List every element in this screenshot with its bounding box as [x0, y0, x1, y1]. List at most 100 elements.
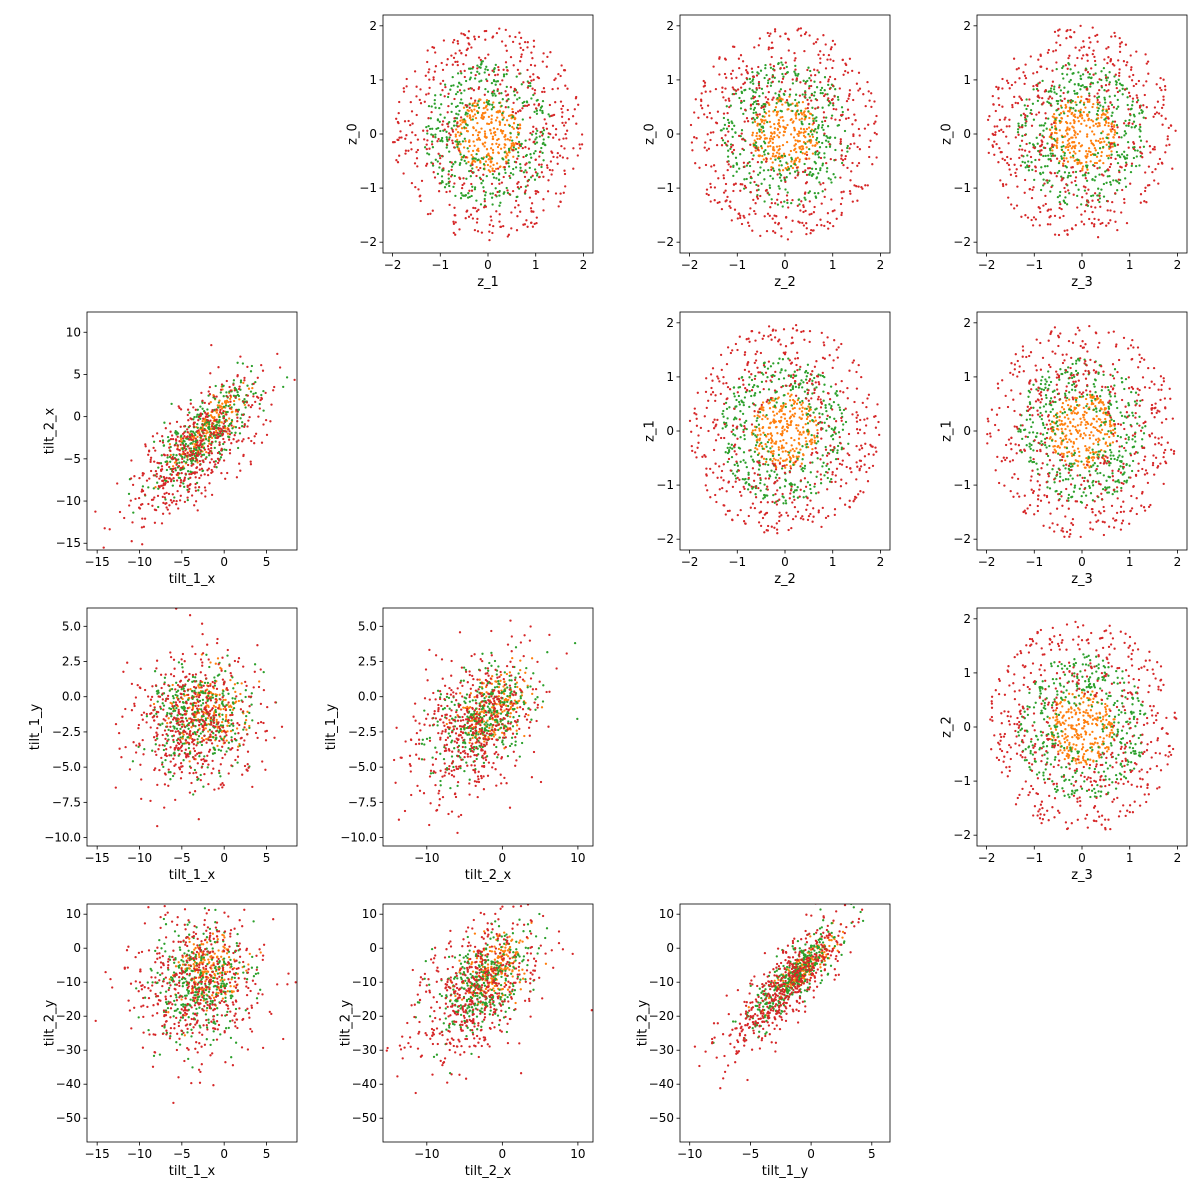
data-point — [485, 174, 488, 178]
data-point — [1051, 143, 1054, 146]
data-point — [396, 161, 400, 164]
data-point — [1059, 89, 1063, 92]
data-point — [1070, 227, 1074, 230]
data-point — [703, 81, 707, 84]
data-point — [1092, 144, 1096, 147]
data-point — [453, 120, 456, 123]
data-point — [1031, 168, 1034, 172]
data-point — [1112, 135, 1115, 139]
data-point — [181, 432, 185, 436]
data-point — [1125, 124, 1128, 127]
data-point — [1124, 43, 1128, 46]
data-point — [1128, 95, 1132, 98]
data-point — [762, 431, 765, 434]
data-point — [468, 169, 471, 173]
data-point — [264, 391, 267, 395]
data-point — [736, 88, 740, 91]
data-point — [483, 101, 486, 104]
data-point — [1014, 81, 1017, 84]
data-point — [1013, 163, 1016, 166]
data-point — [452, 56, 456, 60]
data-point — [159, 474, 162, 478]
data-point — [160, 465, 164, 468]
data-point — [778, 421, 782, 424]
data-point — [415, 150, 418, 154]
data-point — [440, 154, 444, 158]
data-point — [491, 90, 494, 94]
data-point — [173, 496, 176, 499]
data-point — [204, 415, 208, 419]
data-point — [988, 115, 991, 118]
data-point — [743, 216, 746, 219]
data-point — [791, 219, 794, 222]
data-point — [174, 458, 178, 461]
data-point — [789, 415, 793, 418]
data-point — [1110, 130, 1113, 133]
data-point — [436, 160, 439, 163]
data-point — [712, 164, 716, 167]
data-point — [1040, 149, 1043, 152]
data-point — [164, 498, 167, 501]
data-point — [416, 165, 419, 168]
data-point — [806, 68, 809, 72]
data-point — [172, 499, 175, 503]
data-point — [1166, 135, 1169, 138]
data-point — [468, 43, 471, 46]
data-point — [475, 210, 479, 213]
data-point — [172, 467, 175, 471]
data-point — [1029, 155, 1033, 159]
data-point — [748, 224, 751, 228]
data-point — [1044, 112, 1047, 115]
data-point — [815, 119, 818, 123]
data-point — [532, 73, 535, 76]
data-point — [814, 195, 817, 198]
data-point — [791, 413, 794, 417]
data-point — [459, 151, 462, 154]
data-point — [1085, 150, 1088, 153]
data-point — [800, 122, 804, 125]
y-tick-label: 1 — [666, 73, 674, 87]
data-point — [535, 99, 538, 102]
data-point — [563, 69, 567, 72]
data-point — [1087, 188, 1090, 191]
data-point — [863, 127, 867, 130]
data-point — [178, 453, 181, 456]
data-point — [1086, 59, 1089, 62]
data-point — [1062, 159, 1066, 162]
data-point — [838, 87, 841, 90]
data-point — [764, 119, 767, 122]
data-point — [484, 38, 487, 41]
data-point — [575, 122, 578, 125]
data-point — [874, 120, 877, 123]
data-point — [814, 107, 817, 110]
data-point — [528, 166, 531, 170]
data-point — [793, 148, 796, 152]
data-point — [526, 86, 530, 89]
data-point — [810, 212, 813, 216]
data-point — [499, 201, 502, 204]
y-tick-label: 1 — [963, 73, 971, 87]
data-point — [459, 143, 462, 146]
data-point — [433, 98, 436, 102]
data-point — [249, 405, 253, 409]
data-point — [751, 95, 755, 98]
data-point — [1060, 207, 1063, 211]
data-point — [830, 46, 833, 49]
data-point — [163, 492, 166, 495]
data-point — [697, 116, 700, 119]
data-point — [1088, 36, 1091, 39]
data-point — [1015, 168, 1018, 171]
data-point — [1128, 75, 1131, 78]
data-point — [1035, 83, 1039, 86]
data-point — [1071, 145, 1075, 148]
data-point — [468, 78, 472, 81]
data-point — [481, 60, 484, 63]
data-point — [482, 190, 486, 193]
data-point — [199, 426, 203, 430]
data-point — [485, 65, 488, 68]
data-point — [1066, 143, 1069, 146]
data-point — [1126, 103, 1129, 107]
data-point — [735, 170, 738, 173]
data-point — [206, 415, 209, 419]
data-point — [773, 69, 776, 72]
